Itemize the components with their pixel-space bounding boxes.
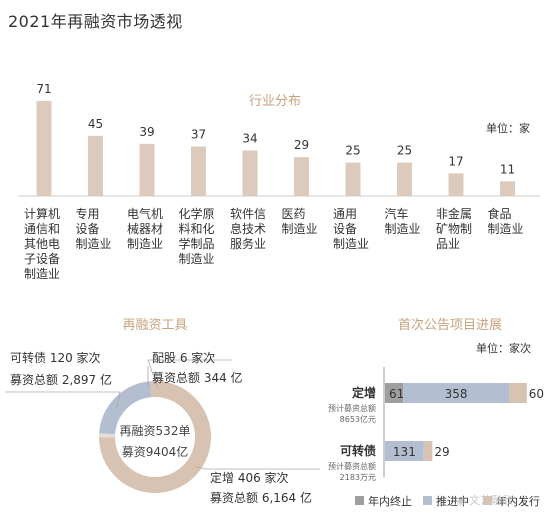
progress-bar-segment — [423, 441, 433, 461]
watermark-text: 文艺融欣 — [469, 494, 514, 507]
industry-category-label: 医药 — [282, 207, 306, 221]
industry-category-label: 制造业 — [385, 222, 421, 236]
progress-row-name: 定增 — [352, 385, 376, 400]
leader-line — [5, 391, 121, 409]
wechat-icon: ◉ — [456, 494, 466, 507]
industry-category-label: 电气机 — [127, 206, 163, 221]
legend-label: 年内发行 — [496, 494, 540, 508]
industry-category-label: 制造业 — [282, 222, 318, 236]
industry-category-label: 制造业 — [179, 252, 215, 266]
industry-bar — [345, 162, 361, 196]
industry-value-label: 25 — [345, 144, 360, 158]
leader-line — [196, 466, 320, 470]
progress-value-label: 60 — [529, 387, 544, 401]
legend-swatch — [423, 496, 432, 505]
industry-value-label: 17 — [448, 154, 463, 168]
progress-row-sub2: 2183万元 — [340, 473, 376, 482]
industry-category-label: 设备 — [76, 222, 100, 236]
industry-category-label: 械器材 — [127, 221, 163, 236]
segment-amount-dingzeng: 募资总额 6,164 亿 — [210, 490, 312, 505]
industry-category-label: 学制品 — [179, 236, 215, 251]
industry-category-label: 计算机 — [24, 206, 60, 221]
donut-center-line1: 再融资532单 — [120, 424, 191, 438]
industry-bar — [36, 101, 52, 196]
industry-category-label: 软件信 — [230, 207, 266, 221]
industry-bar — [294, 157, 309, 196]
industry-category-label: 料和化 — [179, 222, 215, 236]
progress-value-label: 61 — [389, 387, 404, 401]
legend-label: 年内终止 — [368, 494, 412, 508]
industry-value-label: 29 — [294, 138, 309, 152]
leader-line — [147, 359, 232, 390]
industry-value-label: 34 — [242, 132, 257, 146]
progress-bar-segment — [385, 383, 404, 403]
industry-bar — [448, 173, 464, 196]
industry-category-label: 设备 — [333, 222, 357, 236]
industry-category-label: 其他电 — [24, 237, 60, 251]
industry-value-label: 37 — [191, 127, 206, 141]
progress-bar-segment — [385, 441, 424, 461]
industry-value-label: 25 — [397, 144, 412, 158]
industry-category-label: 化学原 — [179, 206, 215, 221]
industry-value-label: 45 — [88, 117, 103, 131]
industry-bar — [139, 143, 155, 196]
industry-category-label: 汽车 — [385, 206, 409, 221]
segment-label-dingzeng: 定增 406 家次 — [210, 470, 289, 485]
tools-title: 再融资工具 — [122, 318, 188, 333]
industry-category-label: 服务业 — [230, 236, 266, 251]
industry-category-label: 制造业 — [488, 222, 524, 236]
progress-value-label: 131 — [393, 445, 416, 459]
industry-value-label: 71 — [36, 82, 51, 96]
legend-swatch — [355, 496, 364, 505]
industry-category-label: 制造业 — [76, 237, 112, 251]
industry-category-label: 非金属 — [436, 206, 472, 221]
industry-bar — [191, 146, 206, 196]
donut-segment — [99, 381, 152, 435]
industry-category-label: 息技术 — [230, 221, 266, 236]
industry-bar — [88, 135, 103, 196]
progress-value-label: 29 — [434, 445, 449, 459]
industry-bar — [397, 162, 412, 196]
segment-label-peigu: 配股 6 家次 — [152, 350, 215, 365]
progress-row-sub1: 预计募资总额 — [328, 461, 376, 471]
progress-row-sub1: 预计募资总额 — [328, 403, 376, 413]
donut-segment — [99, 381, 211, 493]
industry-category-label: 制造业 — [127, 237, 163, 251]
industry-category-label: 矿物制 — [436, 222, 472, 236]
industry-category-label: 通信和 — [24, 222, 60, 236]
industry-category-label: 专用 — [76, 206, 100, 221]
progress-row-sub2: 8653亿元 — [340, 414, 376, 424]
progress-unit: 单位：家次 — [476, 342, 531, 355]
legend-swatch — [483, 496, 492, 505]
page-title: 2021年再融资市场透视 — [8, 12, 183, 31]
industry-category-label: 子设备 — [24, 252, 60, 266]
industry-unit: 单位：家 — [486, 122, 530, 135]
legend-label: 推进中 — [436, 494, 469, 508]
industry-bar — [500, 181, 515, 196]
watermark: ◉ 文艺融欣 — [456, 492, 513, 508]
industry-title: 行业分布 — [248, 94, 301, 109]
progress-bar-segment — [403, 383, 510, 403]
segment-amount-kezhuanzhai: 募资总额 2,897 亿 — [10, 372, 112, 387]
donut-center-line2: 募资9404亿 — [122, 444, 189, 459]
progress-title: 首次公告项目进展 — [397, 318, 502, 333]
progress-value-label: 358 — [445, 387, 468, 401]
industry-category-label: 食品 — [488, 206, 512, 221]
progress-bar-segment — [509, 383, 527, 403]
segment-amount-peigu: 募资总额 344 亿 — [152, 370, 243, 385]
industry-category-label: 品业 — [436, 237, 460, 251]
industry-category-label: 制造业 — [24, 267, 60, 281]
industry-category-label: 通用 — [333, 207, 357, 221]
industry-category-label: 制造业 — [333, 237, 369, 251]
industry-bar-chart: 71计算机通信和其他电子设备制造业45专用设备制造业39电气机械器材制造业37化… — [18, 82, 540, 281]
industry-value-label: 39 — [139, 125, 154, 139]
industry-bar — [242, 150, 258, 196]
progress-row-name: 可转债 — [340, 443, 376, 458]
segment-label-kezhuanzhai: 可转债 120 家次 — [10, 350, 101, 365]
industry-value-label: 11 — [500, 162, 515, 176]
